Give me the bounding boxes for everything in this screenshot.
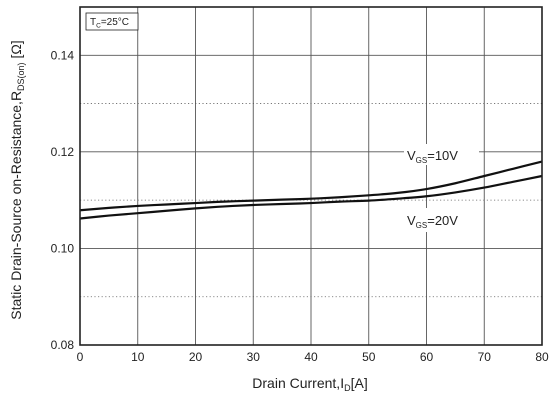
series-label-sub: GS (416, 221, 428, 230)
plot-frame (79, 6, 543, 346)
y-axis-title-post: [Ω] (8, 40, 24, 62)
condition-box: TC=25°C (85, 12, 139, 31)
x-tick-label: 0 (77, 350, 84, 364)
series-label-box (404, 208, 479, 232)
x-tick-label: 60 (420, 350, 434, 364)
series-label-post: =20V (427, 213, 458, 228)
series-label-sub: GS (416, 156, 428, 165)
x-axis-title-post: [A] (351, 375, 368, 391)
tick-labels: 0 10 20 30 40 50 60 70 80 0.08 0.10 0.12 0.14 (51, 48, 549, 364)
y-tick-label: 0.10 (51, 241, 75, 255)
series-label-box (404, 144, 479, 165)
x-axis-title: Drain Current,ID[A] (252, 375, 367, 393)
y-tick-label: 0.12 (51, 145, 75, 159)
x-tick-label: 30 (247, 350, 261, 364)
series-label-text: VGS=20V (407, 213, 458, 230)
y-axis-title-pre: Static Drain-Source on-Resistance,R (8, 91, 24, 320)
x-tick-label: 50 (362, 350, 376, 364)
x-tick-label: 70 (478, 350, 492, 364)
series-label-pre: V (407, 213, 416, 228)
series-layer (79, 160, 543, 220)
condition-label-pre: T (90, 17, 96, 28)
condition-label-post: =25°C (101, 17, 129, 28)
x-tick-label: 10 (131, 350, 145, 364)
series-label-pre: V (407, 148, 416, 163)
condition-frame (85, 12, 139, 31)
series-label-vgs-10v: VGS=10V (404, 144, 479, 165)
series-label-text: VGS=10V (407, 148, 458, 165)
x-tick-label: 40 (304, 350, 318, 364)
series-label-vgs-20v: VGS=20V (404, 208, 479, 232)
series-label-post: =10V (427, 148, 458, 163)
y-axis-title-sub: DS(on) (16, 62, 26, 91)
series-line-vgs-20v (79, 174, 543, 220)
x-axis-title-pre: Drain Current,I (252, 375, 344, 391)
y-axis-title: Static Drain-Source on-Resistance,RDS(on… (8, 40, 26, 319)
x-tick-label: 20 (189, 350, 203, 364)
y-tick-label: 0.14 (51, 48, 75, 62)
condition-label-sub: C (96, 23, 101, 30)
series-line-vgs-10v (79, 160, 543, 212)
condition-label: TC=25°C (90, 17, 129, 30)
x-tick-label: 80 (535, 350, 549, 364)
y-tick-label: 0.08 (51, 338, 75, 352)
x-axis-title-sub: D (344, 383, 351, 393)
